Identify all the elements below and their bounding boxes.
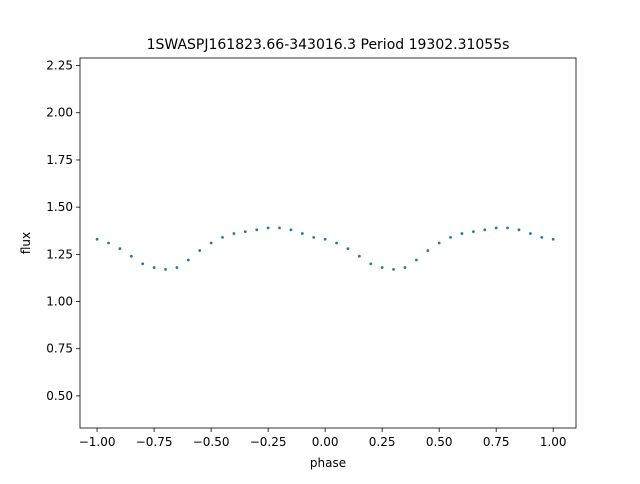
data-point: [540, 235, 544, 239]
data-point: [198, 249, 202, 252]
data-point: [506, 226, 509, 230]
data-point: [95, 237, 99, 241]
y-tick-label: 0.50: [46, 389, 73, 403]
y-tick-label: 2.00: [46, 106, 73, 120]
y-tick-label: 1.00: [46, 295, 73, 309]
data-point: [266, 226, 270, 230]
data-point: [335, 241, 338, 245]
x-tick-label: −0.25: [250, 435, 287, 449]
y-tick-label: 2.25: [46, 59, 73, 73]
data-point: [471, 230, 475, 234]
data-point: [494, 226, 498, 230]
data-point: [517, 228, 521, 232]
data-point: [346, 247, 350, 251]
data-point: [152, 266, 156, 269]
data-point: [460, 232, 464, 235]
data-point: [300, 232, 304, 235]
chart-title: 1SWASPJ161823.66-343016.3 Period 19302.3…: [147, 37, 510, 53]
x-tick-label: 0.75: [483, 435, 510, 449]
data-point: [312, 235, 316, 239]
data-point: [164, 268, 167, 271]
y-tick-label: 1.75: [46, 153, 73, 167]
x-tick-label: −1.00: [79, 435, 116, 449]
data-point: [186, 258, 190, 262]
plot-frame: [79, 57, 577, 429]
data-point: [175, 266, 179, 269]
data-point: [426, 249, 430, 252]
y-axis: 0.50 0.75 1.00 1.25 1.50 1.75 2.00 2.25: [46, 59, 80, 403]
x-tick-label: −0.50: [193, 435, 230, 449]
x-tick-label: 1.00: [540, 435, 567, 449]
data-point: [255, 228, 259, 232]
data-point: [129, 254, 133, 258]
data-point: [118, 247, 122, 251]
data-point: [278, 226, 281, 230]
data-point: [221, 235, 224, 239]
data-point: [289, 228, 293, 232]
data-point: [357, 254, 361, 258]
x-tick-label: 0.00: [312, 435, 339, 449]
data-point: [551, 237, 555, 241]
data-point: [449, 235, 452, 239]
data-point: [232, 232, 236, 235]
data-point: [483, 228, 487, 232]
data-point: [403, 266, 407, 269]
data-point: [141, 262, 145, 266]
x-axis-label: phase: [310, 456, 346, 470]
data-point: [437, 241, 441, 245]
data-point: [243, 230, 247, 234]
scatter-points: [95, 226, 555, 271]
y-tick-label: 1.50: [46, 200, 73, 214]
data-point: [392, 268, 395, 271]
x-tick-label: 0.50: [426, 435, 453, 449]
x-axis: −1.00 −0.75 −0.50 −0.25 0.00 0.25 0.50 0.75 1.00: [79, 428, 567, 449]
data-point: [380, 266, 384, 269]
y-tick-label: 1.25: [46, 247, 73, 261]
data-point: [107, 241, 110, 245]
x-tick-label: 0.25: [369, 435, 396, 449]
y-axis-label: flux: [19, 232, 33, 254]
x-tick-label: −0.75: [136, 435, 173, 449]
data-point: [369, 262, 373, 266]
data-point: [414, 258, 418, 262]
data-point: [209, 241, 213, 245]
data-point: [323, 237, 327, 241]
y-tick-label: 0.75: [46, 342, 73, 356]
data-point: [528, 232, 532, 235]
